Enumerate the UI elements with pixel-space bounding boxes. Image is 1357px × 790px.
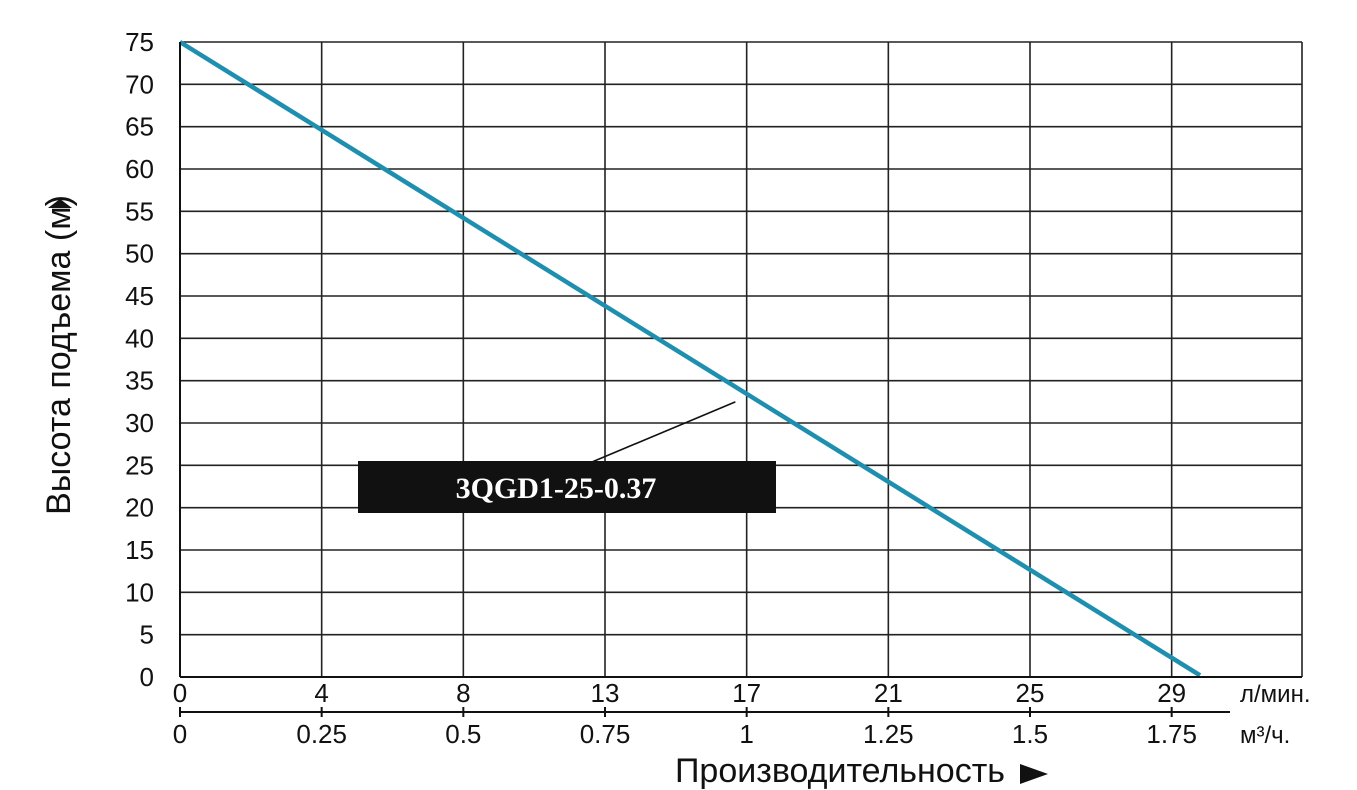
x-tick-label-secondary: 0.75 [580,719,631,749]
x-unit-secondary: м³/ч. [1240,722,1290,749]
series-line [178,40,1202,678]
x-tick-label-primary: 21 [874,678,903,708]
y-tick-label: 20 [125,493,154,523]
y-tick-label: 65 [125,112,154,142]
annotation-leader-line [591,401,736,463]
y-tick-label: 0 [140,662,154,692]
annotation-group: 3QGD1-25-0.37 [358,401,776,513]
x-tick-label-primary: 8 [456,678,470,708]
x-tick-label-primary: 0 [173,678,187,708]
y-tick-label: 45 [125,281,154,311]
x-tick-label-secondary: 1.75 [1146,719,1197,749]
y-axis-arrow-icon [48,199,72,208]
x-tick-label-secondary: 0 [173,719,187,749]
y-tick-label: 70 [125,69,154,99]
x-tick-label-primary: 4 [314,678,328,708]
axes: 0510152025303540455055606570750040.2580.… [125,27,1302,749]
grid [179,41,1303,678]
x-tick-label-secondary: 1.5 [1012,719,1048,749]
y-tick-label: 25 [125,450,154,480]
y-axis-title: Высота подъема (м) [40,195,78,515]
y-tick-label: 55 [125,196,154,226]
y-tick-label: 75 [125,27,154,57]
x-tick-label-primary: 29 [1157,678,1186,708]
annotation-label: 3QGD1-25-0.37 [456,472,657,505]
y-tick-label: 10 [125,577,154,607]
y-tick-label: 15 [125,535,154,565]
x-unit-primary: л/мин. [1240,681,1311,708]
x-tick-label-primary: 13 [591,678,620,708]
y-tick-label: 5 [140,620,154,650]
x-tick-label-secondary: 0.5 [445,719,481,749]
y-tick-label: 60 [125,154,154,184]
x-axis-arrow-icon [1020,764,1048,784]
y-tick-label: 50 [125,239,154,269]
x-tick-label-secondary: 1.25 [863,719,914,749]
y-tick-label: 40 [125,323,154,353]
x-tick-label-primary: 17 [732,678,761,708]
y-tick-label: 30 [125,408,154,438]
x-tick-label-secondary: 1 [739,719,753,749]
x-axis-title: Производительность [675,752,1005,790]
x-tick-label-secondary: 0.25 [296,719,347,749]
annotation-label-box [358,461,776,513]
y-tick-label: 35 [125,366,154,396]
x-tick-label-primary: 25 [1016,678,1045,708]
curves [178,40,1202,678]
